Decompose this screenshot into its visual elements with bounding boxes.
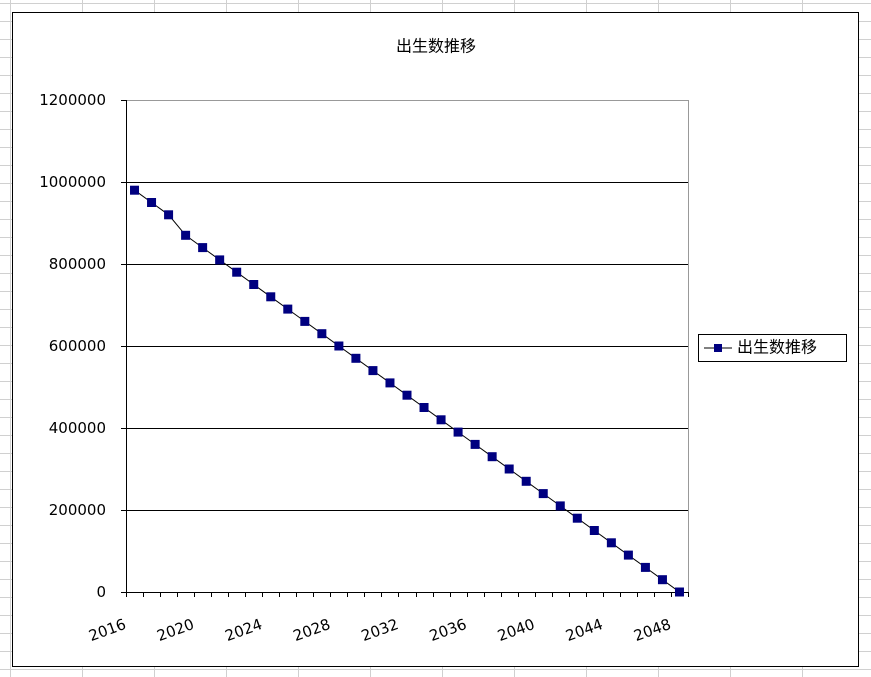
data-point: [266, 292, 276, 302]
y-tick-label: 400000: [49, 419, 106, 437]
data-point: [589, 526, 599, 535]
data-point: [368, 366, 378, 376]
data-point: [419, 403, 429, 412]
data-point: [555, 501, 565, 511]
data-point: [453, 427, 463, 437]
data-point: [198, 243, 208, 253]
data-point: [385, 378, 395, 388]
data-point: [351, 353, 361, 363]
legend-label: 出生数推移: [737, 338, 817, 357]
data-point: [334, 341, 344, 351]
data-point: [181, 230, 191, 240]
data-point: [538, 489, 548, 499]
y-tick-label: 800000: [49, 255, 106, 273]
data-point: [572, 513, 582, 523]
y-tick-label: 600000: [49, 337, 106, 355]
data-point: [623, 550, 633, 560]
data-point: [249, 280, 259, 289]
data-point: [487, 452, 497, 462]
data-point: [130, 185, 140, 195]
legend-marker: [714, 344, 722, 352]
data-point: [504, 464, 514, 474]
y-tick-label: 200000: [49, 501, 106, 519]
data-point: [283, 304, 293, 314]
data-point: [215, 255, 225, 265]
data-point: [657, 575, 667, 585]
data-point: [402, 390, 412, 400]
y-tick-label: 1200000: [39, 91, 106, 109]
y-tick-label: 0: [96, 583, 106, 601]
data-point: [674, 587, 684, 597]
y-tick-label: 1000000: [39, 173, 106, 191]
data-point: [436, 415, 446, 425]
data-point: [164, 210, 174, 220]
data-point: [640, 562, 650, 572]
data-point: [317, 329, 327, 339]
data-point: [521, 476, 531, 486]
data-point: [606, 538, 616, 548]
data-point: [470, 439, 480, 449]
data-point: [300, 316, 310, 326]
data-point: [232, 267, 242, 277]
data-point: [147, 198, 157, 207]
chart-title: 出生数推移: [396, 37, 476, 56]
